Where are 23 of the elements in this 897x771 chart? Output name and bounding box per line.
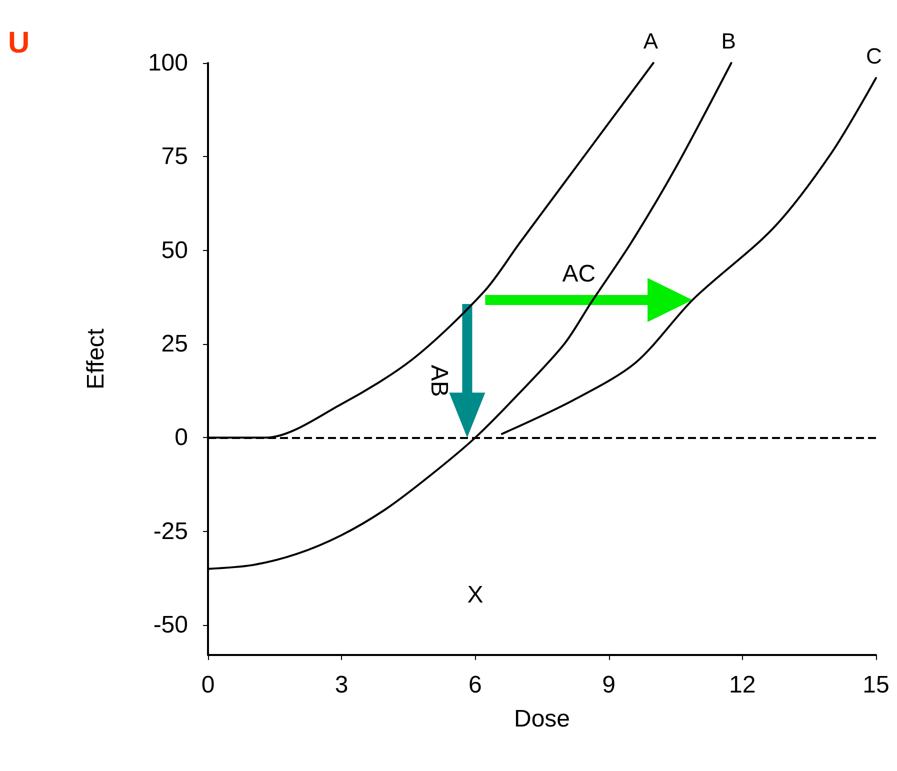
annotation: AB bbox=[426, 364, 453, 397]
y-tick-label: 100 bbox=[148, 50, 188, 76]
x-tick-label: 15 bbox=[862, 672, 890, 698]
y-axis-title: Effect bbox=[82, 328, 110, 390]
y-tick-label: -25 bbox=[153, 518, 188, 545]
x-axis-title: Dose bbox=[514, 706, 570, 732]
series-label: B bbox=[721, 28, 736, 54]
text: U bbox=[8, 26, 30, 60]
annotation: X bbox=[467, 582, 484, 608]
annotation: AC bbox=[562, 260, 596, 288]
series-label: C bbox=[866, 43, 882, 68]
y-tick-label: 50 bbox=[161, 236, 188, 264]
y-tick-label: 25 bbox=[161, 330, 188, 358]
x-tick-label: 12 bbox=[729, 672, 756, 698]
series-label: A bbox=[643, 28, 658, 54]
x-tick-label: 9 bbox=[602, 672, 616, 698]
line-series bbox=[500, 76, 877, 435]
x-tick-label: 0 bbox=[201, 672, 215, 698]
x-tick-label: 6 bbox=[468, 672, 482, 698]
x-tick-label: 3 bbox=[334, 672, 348, 698]
y-tick-label: 0 bbox=[174, 424, 188, 452]
y-tick-label: 75 bbox=[161, 143, 188, 170]
y-tick-label: -50 bbox=[153, 612, 188, 639]
